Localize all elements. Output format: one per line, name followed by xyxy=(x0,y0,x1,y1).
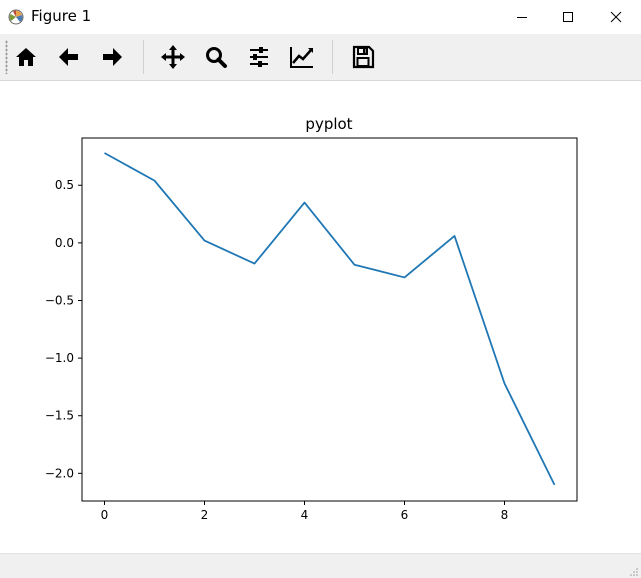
x-tick-label: 6 xyxy=(401,508,409,522)
figure-canvas[interactable]: pyplot 0 2 4 6 8 0.5 0.0 −0.5 −1.0 −1.5 −2.0 xyxy=(0,81,641,553)
back-button[interactable] xyxy=(51,39,87,75)
toolbar-grip[interactable] xyxy=(5,40,8,74)
edit-axis-button[interactable] xyxy=(284,39,320,75)
y-tick-label: −0.5 xyxy=(45,293,74,307)
save-button[interactable] xyxy=(345,39,381,75)
zoom-button[interactable] xyxy=(198,39,234,75)
maximize-icon xyxy=(563,12,573,22)
save-icon xyxy=(352,45,375,69)
plot-area: 0 2 4 6 8 0.5 0.0 −0.5 −1.0 −1.5 −2.0 xyxy=(45,137,578,522)
close-icon xyxy=(610,11,622,23)
close-button[interactable] xyxy=(593,0,639,34)
pan-icon xyxy=(161,45,185,69)
line-chart[interactable]: pyplot 0 2 4 6 8 0.5 0.0 −0.5 −1.0 −1.5 −2.0 xyxy=(0,81,641,553)
toolbar-separator xyxy=(332,40,333,74)
series-line xyxy=(104,152,556,486)
chart-title: pyplot xyxy=(305,115,352,133)
toolbar-separator xyxy=(143,40,144,74)
navigation-toolbar xyxy=(0,34,641,81)
y-tick-label: −1.0 xyxy=(45,351,74,365)
status-bar xyxy=(0,553,641,578)
x-tick-label: 8 xyxy=(501,508,509,522)
pan-button[interactable] xyxy=(155,39,191,75)
home-button[interactable] xyxy=(8,39,44,75)
forward-button[interactable] xyxy=(94,39,130,75)
title-bar[interactable]: Figure 1 xyxy=(0,0,641,34)
back-arrow-icon xyxy=(59,48,78,66)
configure-subplots-icon xyxy=(250,47,268,67)
configure-subplots-button[interactable] xyxy=(241,39,277,75)
zoom-icon xyxy=(206,47,227,68)
y-tick-label: 0.0 xyxy=(55,236,74,250)
y-tick-label: 0.5 xyxy=(55,178,74,192)
y-tick-label: −1.5 xyxy=(45,409,74,423)
x-tick-label: 0 xyxy=(101,508,109,522)
edit-axis-icon xyxy=(290,47,313,68)
matplotlib-app-icon xyxy=(8,9,24,25)
resize-grip-icon[interactable] xyxy=(629,567,639,577)
x-tick-label: 4 xyxy=(301,508,309,522)
window-title: Figure 1 xyxy=(31,7,92,25)
axes-frame xyxy=(81,137,578,502)
x-tick-label: 2 xyxy=(201,508,209,522)
minimize-button[interactable] xyxy=(499,0,545,34)
y-tick-label: −2.0 xyxy=(45,466,74,480)
minimize-icon xyxy=(517,17,527,18)
maximize-button[interactable] xyxy=(545,0,591,34)
home-icon xyxy=(16,48,36,66)
forward-arrow-icon xyxy=(103,48,122,66)
